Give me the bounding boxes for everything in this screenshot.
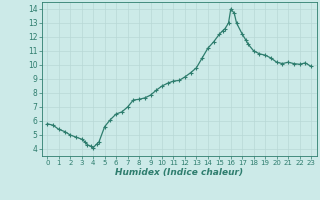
X-axis label: Humidex (Indice chaleur): Humidex (Indice chaleur) (115, 168, 243, 177)
